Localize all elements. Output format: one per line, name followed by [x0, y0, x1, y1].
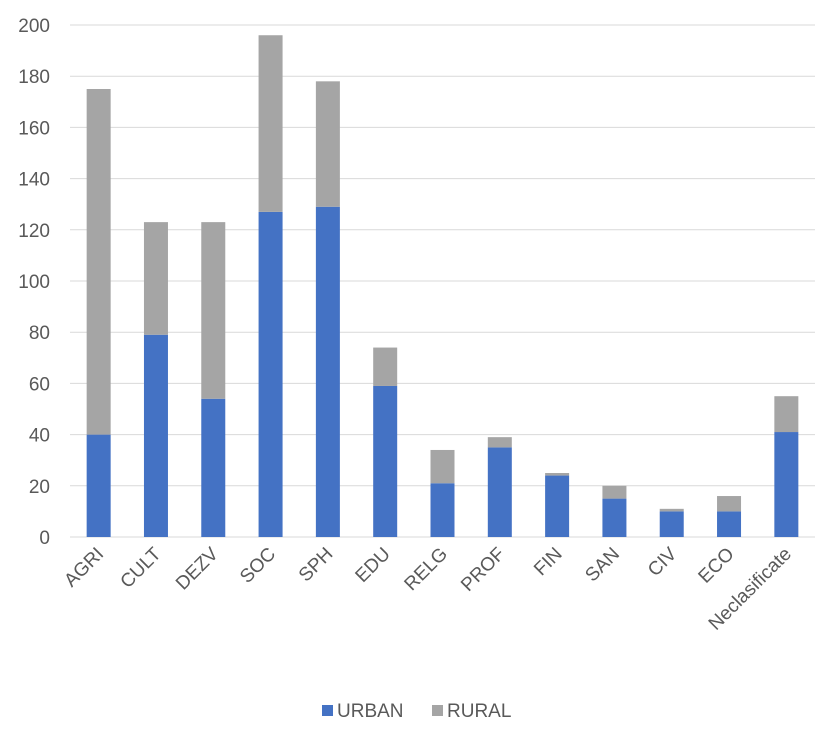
bar-urban-relg — [430, 483, 455, 537]
x-tick-label: RELG — [401, 544, 452, 595]
bar-urban-fin — [545, 475, 570, 537]
y-tick-label: 20 — [29, 477, 50, 498]
bar-rural-prof — [487, 437, 512, 448]
x-axis-tick-labels: AGRI CULT DEZV SOC SPH EDU RELG PROF FIN SAN CIV EC… — [60, 543, 795, 634]
bar-urban-sph — [315, 206, 340, 537]
x-tick-label: FIN — [530, 544, 566, 580]
legend-label-urban: URBAN — [337, 701, 404, 722]
bar-rural-dezv — [201, 222, 226, 399]
bar-rural-cult — [143, 222, 168, 335]
x-tick-label: CIV — [644, 543, 681, 580]
bar-rural-soc — [258, 35, 283, 212]
x-tick-label: SPH — [295, 544, 337, 586]
y-tick-label: 140 — [18, 170, 50, 191]
bar-rural-san — [602, 485, 627, 499]
bar-urban-civ — [659, 511, 684, 537]
y-tick-label: 80 — [29, 323, 50, 344]
legend-swatch-rural — [432, 705, 443, 716]
x-tick-label: ECO — [695, 544, 739, 588]
bar-rural-relg — [430, 449, 455, 484]
bar-urban-eco — [717, 511, 742, 537]
x-tick-label: DEZV — [172, 543, 223, 594]
y-tick-label: 100 — [18, 272, 50, 293]
bar-urban-agri — [86, 434, 111, 537]
y-tick-label: 40 — [29, 426, 50, 447]
bar-rural-civ — [659, 508, 684, 512]
x-tick-label: PROF — [457, 544, 509, 596]
legend: URBAN RURAL — [322, 701, 511, 722]
y-tick-label: 120 — [18, 221, 50, 242]
bar-rural-edu — [373, 347, 398, 386]
legend-label-rural: RURAL — [447, 701, 511, 722]
bar-urban-soc — [258, 211, 283, 537]
y-axis-tick-labels: 0 20 40 60 80 100 120 140 160 180 200 — [18, 16, 50, 549]
x-tick-label: AGRI — [60, 544, 108, 592]
x-tick-label: SAN — [581, 544, 623, 586]
y-tick-label: 180 — [18, 67, 50, 88]
bar-urban-san — [602, 498, 627, 537]
bar-urban-dezv — [201, 398, 226, 537]
bar-rural-fin — [545, 473, 570, 476]
bar-rural-sph — [315, 81, 340, 207]
bar-urban-neclasificate — [774, 432, 799, 537]
bar-urban-prof — [487, 447, 512, 537]
x-tick-label: EDU — [352, 544, 395, 587]
y-tick-label: 0 — [39, 528, 50, 549]
bar-urban-edu — [373, 385, 398, 537]
y-tick-label: 200 — [18, 16, 50, 37]
legend-swatch-urban — [322, 705, 333, 716]
x-tick-label: SOC — [236, 544, 280, 588]
bar-rural-neclasificate — [774, 396, 799, 433]
gridlines — [70, 24, 815, 538]
x-tick-label: CULT — [117, 543, 166, 592]
bars — [86, 35, 799, 537]
bar-rural-agri — [86, 89, 111, 435]
y-tick-label: 60 — [29, 374, 50, 395]
bar-rural-eco — [717, 496, 742, 512]
bar-urban-cult — [143, 334, 168, 537]
y-tick-label: 160 — [18, 118, 50, 139]
